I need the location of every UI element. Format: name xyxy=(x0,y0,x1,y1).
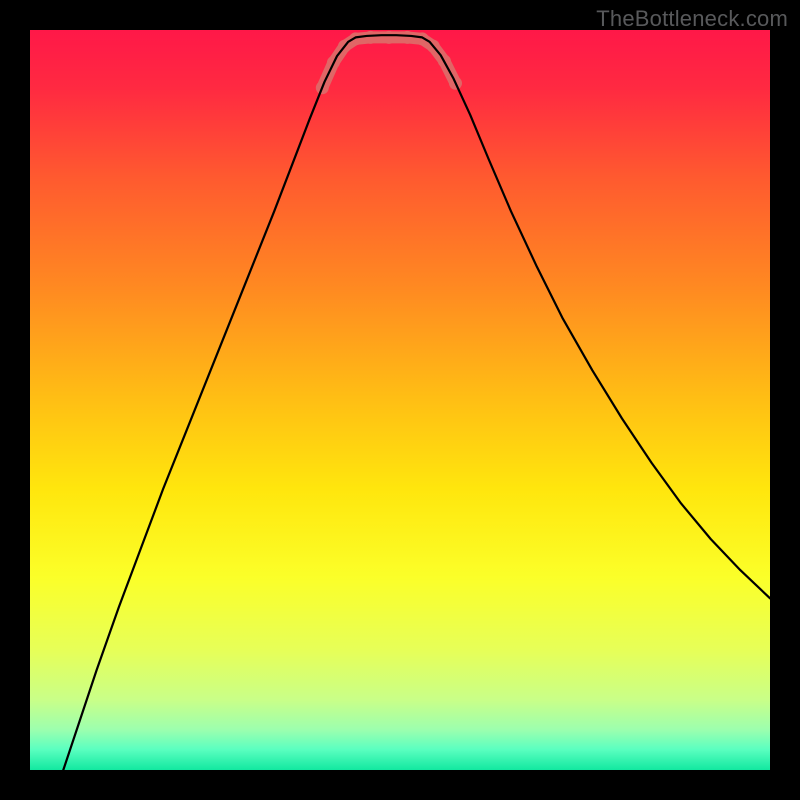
watermark-text: TheBottleneck.com xyxy=(596,6,788,32)
plot-area xyxy=(30,30,770,770)
gradient-background xyxy=(30,30,770,770)
plot-svg xyxy=(30,30,770,770)
chart-frame: TheBottleneck.com xyxy=(0,0,800,800)
